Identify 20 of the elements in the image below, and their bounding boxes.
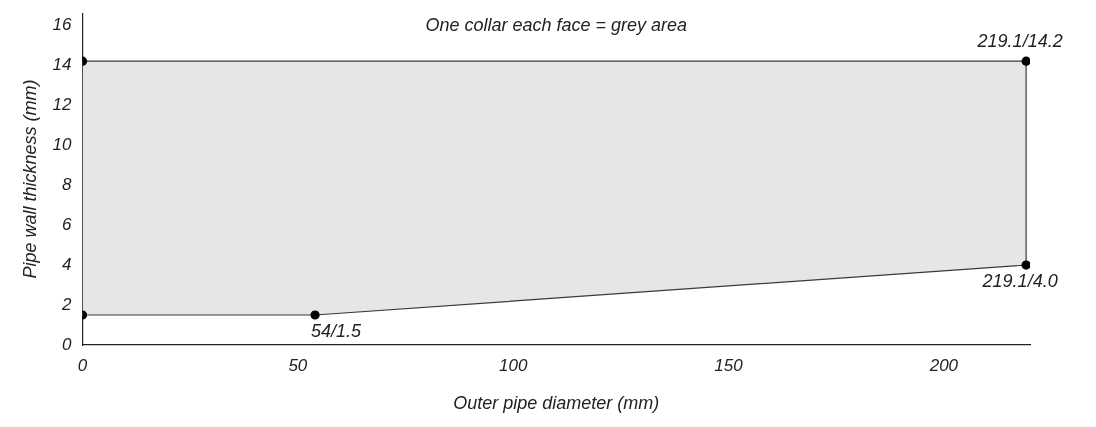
- data-label: 54/1.5: [311, 321, 363, 342]
- y-tick-label: 2: [61, 294, 73, 314]
- y-tick-label: 12: [52, 94, 73, 114]
- chart-title: One collar each face = grey area: [425, 15, 688, 36]
- y-tick-label: 8: [62, 174, 73, 194]
- x-tick-label: 50: [288, 355, 308, 375]
- y-tick-label: 14: [52, 54, 72, 74]
- y-tick-label: 0: [62, 334, 73, 354]
- y-tick-label: 6: [62, 214, 73, 234]
- y-tick-label: 16: [52, 14, 73, 34]
- y-axis-title: Pipe wall thickness (mm): [19, 79, 40, 279]
- x-tick-label: 150: [714, 355, 744, 375]
- y-tick-label: 10: [52, 134, 73, 154]
- data-label: 219.1/4.0: [981, 271, 1058, 292]
- x-tick-label: 0: [77, 355, 88, 375]
- data-label: 219.1/14.2: [976, 31, 1063, 52]
- x-axis-title: Outer pipe diameter (mm): [453, 393, 660, 414]
- x-tick-label: 200: [928, 355, 959, 375]
- x-tick-label: 100: [499, 355, 528, 375]
- y-tick-label: 4: [62, 254, 72, 274]
